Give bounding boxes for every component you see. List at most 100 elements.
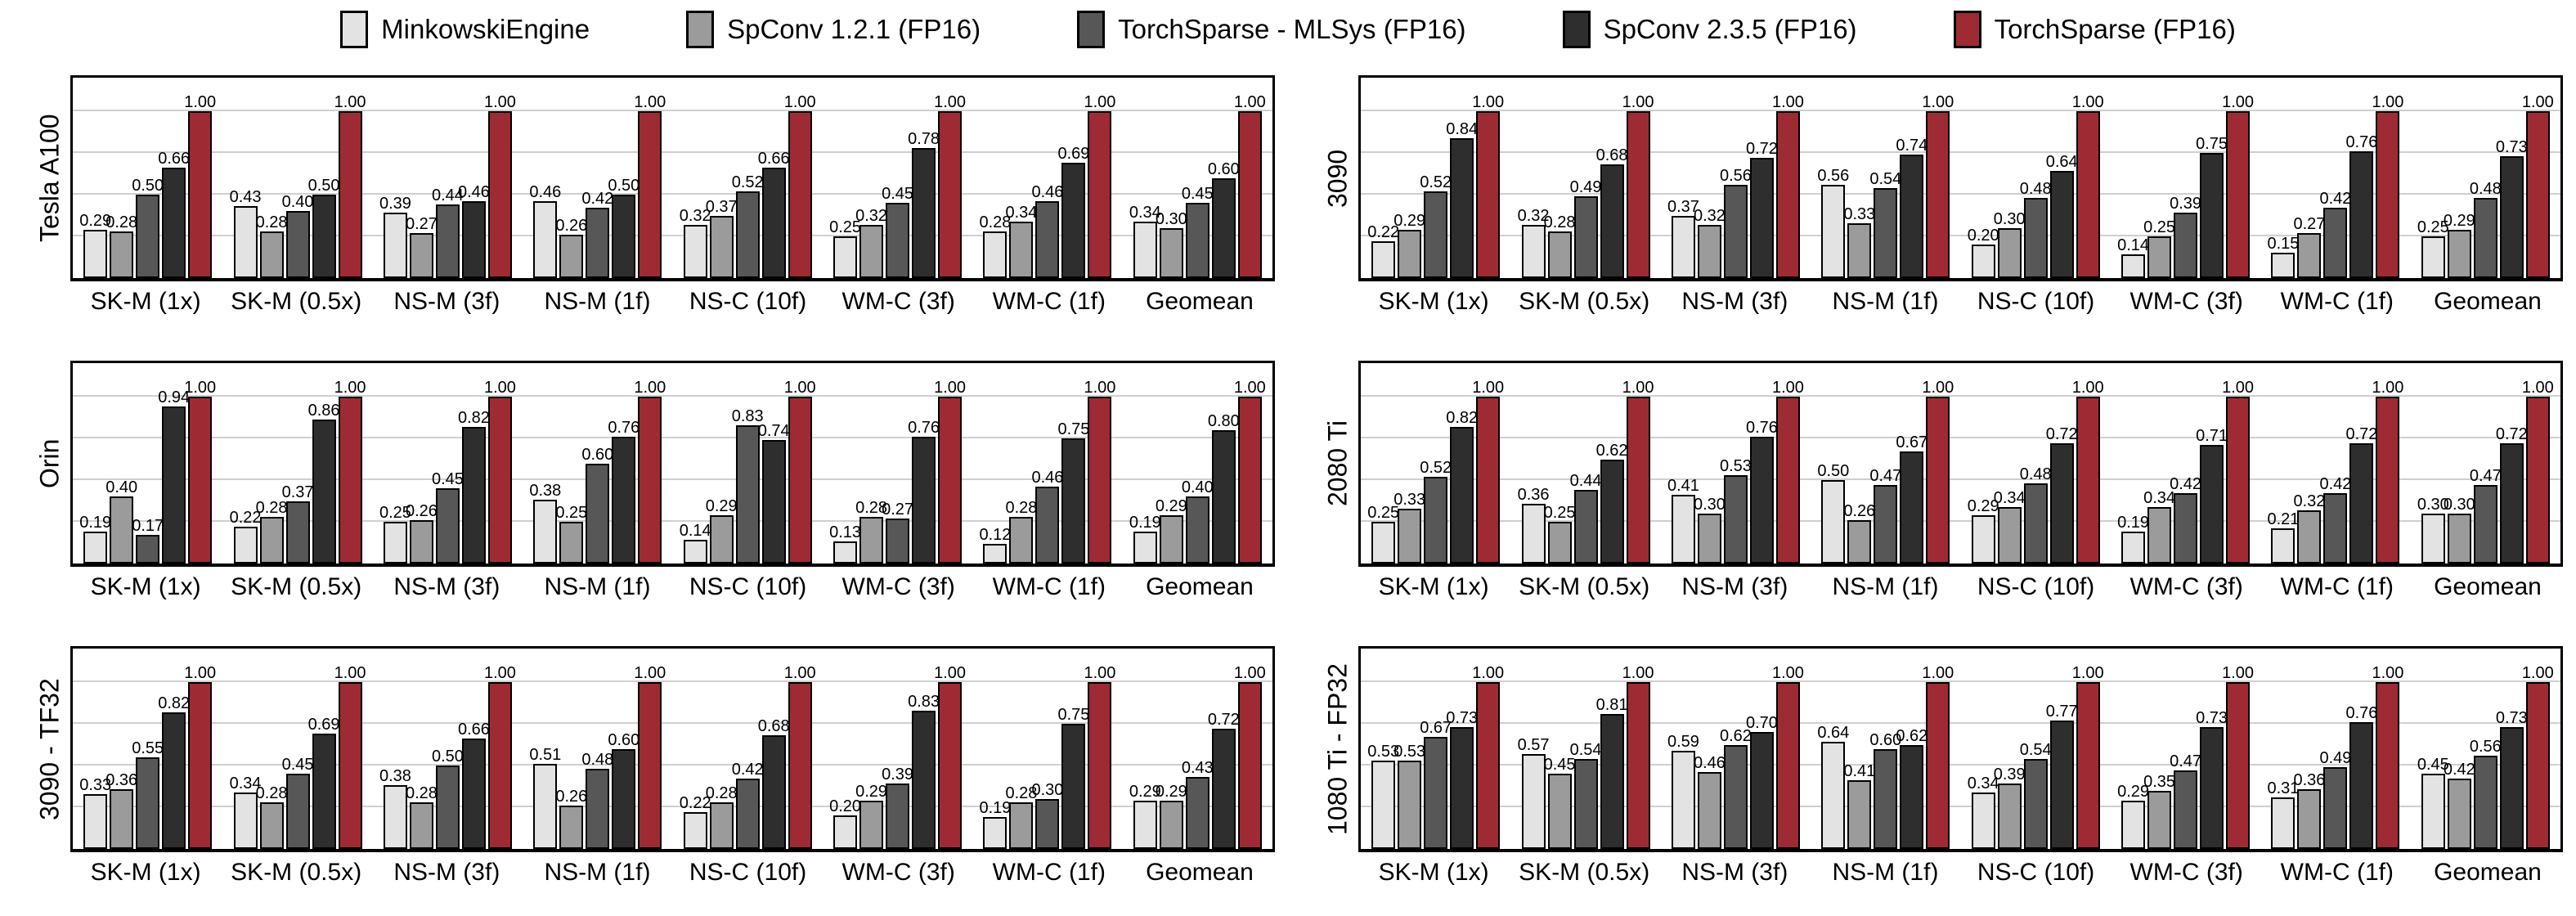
bar-group: 0.41 0.30 0.53 0.76 1.00: [1661, 363, 1811, 564]
bar-value-label: 0.22: [229, 509, 262, 528]
bar-value-label: 0.82: [158, 694, 191, 712]
bar: 0.32: [1694, 208, 1726, 278]
bar-group: 0.32 0.28 0.49 0.68 1.00: [1510, 78, 1660, 278]
bar-value-label: 0.53: [1719, 456, 1752, 475]
bar: 0.76: [608, 420, 640, 564]
legend-label: TorchSparse (FP16): [1994, 14, 2236, 44]
bar-value-label: 0.26: [555, 787, 588, 806]
bar-value-label: 0.32: [1517, 206, 1550, 225]
bar: 1.00: [2072, 665, 2104, 849]
bar-group: 0.12 0.28 0.46 0.75 1.00: [972, 363, 1122, 564]
bar-value-label: 0.75: [2196, 134, 2228, 153]
bar-value-label: 0.48: [2469, 180, 2502, 198]
bar: 0.76: [2345, 705, 2377, 849]
bar-value-label: 0.47: [2170, 752, 2202, 771]
bar: 0.82: [1446, 410, 1478, 564]
legend-label: MinkowskiEngine: [381, 14, 590, 44]
bar: 0.54: [2020, 742, 2052, 849]
gridline: [1361, 478, 2560, 480]
bar: 0.53: [1393, 743, 1425, 849]
gridline: [73, 763, 1272, 766]
bar-value-label: 0.29: [1155, 496, 1187, 515]
bar-value-label: 0.33: [79, 775, 112, 794]
bar: 0.66: [758, 150, 790, 278]
bar-value-label: 1.00: [934, 92, 967, 111]
bar: 0.19: [1129, 514, 1161, 564]
bar: 0.38: [379, 768, 411, 849]
row-label-3090: 3090: [1322, 149, 1353, 208]
bar-value-label: 0.13: [829, 523, 862, 542]
bar: 0.15: [2267, 236, 2299, 278]
bar: 0.29: [79, 213, 111, 278]
bar-group: 0.21 0.32 0.42 0.72 1.00: [2260, 363, 2410, 564]
x-axis-ticks: SK-M (1x) SK-M (0.5x) NS-M (3f) NS-M (1f) NS…: [70, 573, 1275, 601]
bar: 0.30: [1994, 211, 2026, 278]
gridline: [73, 150, 1272, 153]
bar: 0.31: [2267, 780, 2299, 849]
bar-value-label: 0.66: [757, 150, 790, 168]
bar: 1.00: [1234, 665, 1266, 849]
bar: 0.17: [132, 518, 164, 564]
x-tick-label: WM-C (3f): [2129, 573, 2243, 600]
bar-group: 0.59 0.46 0.62 0.70 1.00: [1661, 649, 1811, 849]
bar-value-label: 0.94: [158, 388, 191, 407]
bar-value-label: 1.00: [783, 92, 816, 111]
bar-value-label: 0.48: [2019, 180, 2052, 198]
bar-value-label: 0.36: [2293, 770, 2326, 789]
bar-value-label: 0.67: [1896, 433, 1928, 452]
subplot-3090-tf32: 3090 - TF32 0.33 0.36 0.55 0.82 1.00 0.34 0.28…: [0, 630, 1288, 915]
bar: 0.25: [1367, 505, 1399, 564]
bar: 0.73: [2496, 710, 2528, 849]
bar-value-label: 0.43: [229, 188, 262, 207]
bar: 0.52: [732, 174, 764, 278]
bar-value-label: 0.29: [1129, 782, 1161, 801]
bar: 0.67: [1420, 720, 1452, 849]
bar: 0.46: [1694, 755, 1726, 849]
bar: 0.50: [132, 177, 164, 278]
gridline: [1361, 234, 2560, 236]
bar-value-label: 1.00: [2222, 663, 2255, 682]
gridline: [1361, 721, 2560, 724]
bar: 0.46: [529, 184, 561, 278]
bar-value-label: 0.49: [1569, 177, 1602, 196]
bar: 0.54: [1869, 171, 1901, 278]
bar: 0.41: [1667, 478, 1699, 564]
bar-value-label: 0.57: [1517, 735, 1550, 754]
bar-group: 0.25 0.26 0.45 0.82 1.00: [373, 363, 523, 564]
bar: 0.69: [308, 716, 340, 849]
bar-value-label: 0.44: [431, 186, 464, 205]
bar: 0.39: [379, 195, 411, 278]
x-tick-label: WM-C (1f): [2280, 859, 2394, 886]
plot-box: 0.33 0.36 0.55 0.82 1.00 0.34 0.28 0.45 0.69 1.00…: [70, 646, 1275, 852]
bar-group: 0.19 0.40 0.17 0.94 1.00: [73, 363, 222, 564]
bar: 0.78: [908, 131, 940, 278]
bar-value-label: 1.00: [483, 92, 516, 111]
bar: 0.39: [2170, 195, 2201, 278]
bar-value-label: 0.45: [281, 756, 314, 775]
bar-value-label: 0.64: [2045, 153, 2078, 172]
bar: 0.26: [1843, 503, 1875, 564]
bar-value-label: 0.40: [1181, 478, 1214, 497]
bar-value-label: 0.52: [1420, 173, 1452, 191]
bar: 0.29: [855, 784, 887, 849]
bar: 1.00: [184, 379, 216, 564]
bar-value-label: 0.28: [1005, 498, 1038, 517]
bar: 0.47: [2170, 753, 2201, 849]
bar: 0.34: [1994, 490, 2026, 564]
bar-value-label: 0.59: [1667, 732, 1699, 751]
bar-value-label: 0.42: [2319, 190, 2352, 209]
bar-value-label: 1.00: [1922, 663, 1954, 682]
bar-value-label: 0.34: [1129, 203, 1161, 222]
bar-group: 0.37 0.32 0.56 0.72 1.00: [1661, 78, 1811, 278]
bar: 0.29: [1129, 784, 1161, 849]
bar: 0.30: [2444, 496, 2475, 564]
bar-value-label: 1.00: [1472, 378, 1505, 397]
x-tick-label: WM-C (3f): [841, 573, 955, 600]
bar: 0.20: [829, 798, 861, 849]
bar: 0.72: [2345, 426, 2377, 564]
bar: 0.22: [1367, 224, 1399, 278]
x-tick-label: SK-M (0.5x): [1519, 573, 1650, 600]
bar-value-label: 0.37: [1667, 198, 1699, 217]
bar-value-label: 1.00: [1622, 378, 1654, 397]
bar-value-label: 0.72: [1207, 711, 1240, 729]
